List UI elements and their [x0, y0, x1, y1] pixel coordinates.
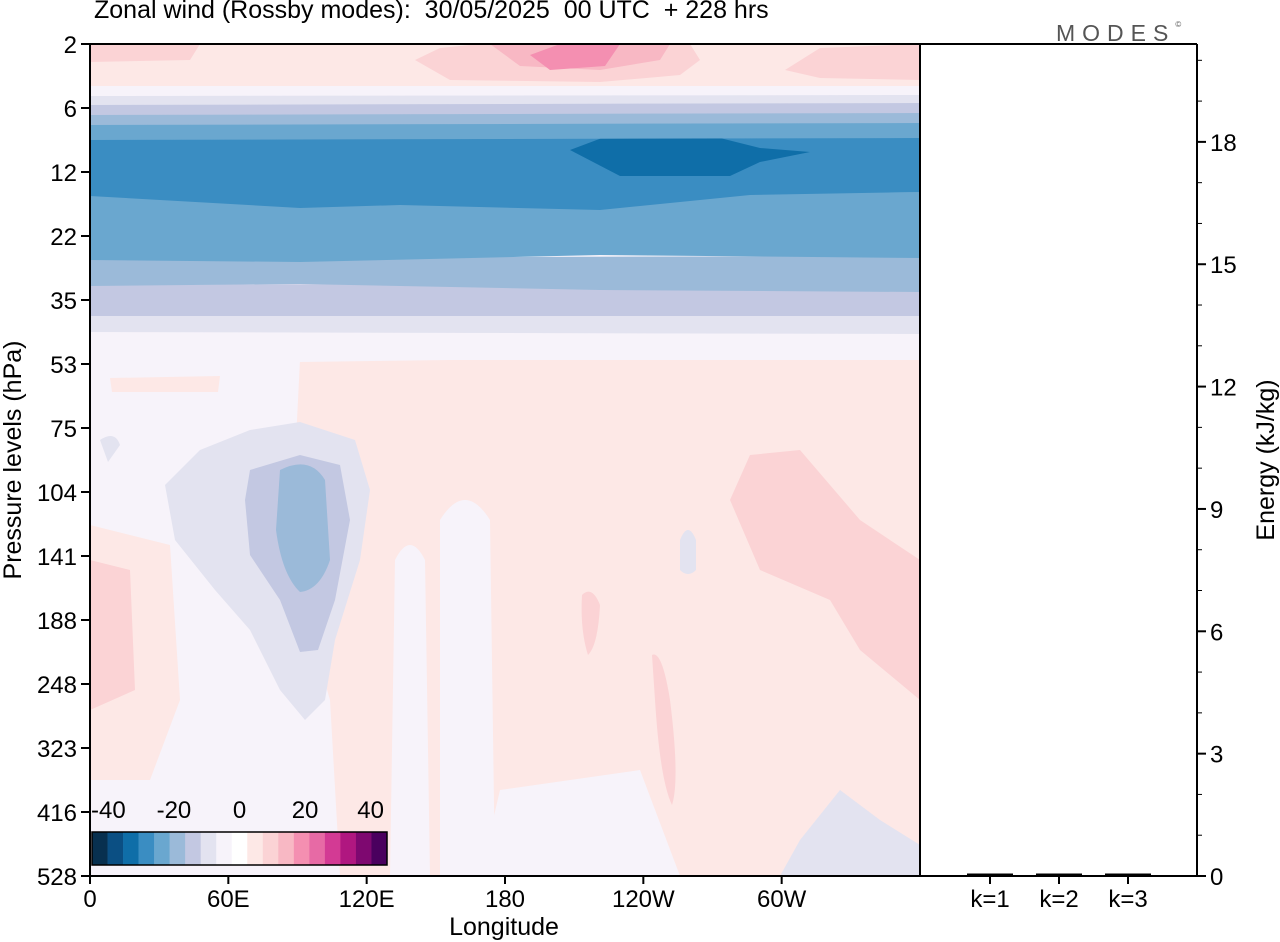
y-tick-label: 188 [37, 608, 77, 635]
y-tick-label: 528 [37, 864, 77, 891]
y-tick-label: 53 [50, 352, 77, 379]
logo-text: MODES [1056, 20, 1176, 46]
y-tick-label: 416 [37, 800, 77, 827]
colorbar-tick-label: -40 [91, 797, 126, 824]
y-axis-ticks: 2 6 12 22 35 53 75 104 141 188 248 323 416 528 [37, 32, 90, 891]
colorbar-frame [91, 831, 388, 866]
modes-logo: MODES© [1056, 20, 1181, 47]
colorbar-swatch [92, 832, 108, 865]
energy-tick-label: 6 [1210, 619, 1223, 646]
energy-tick-label: 12 [1210, 375, 1237, 402]
y-tick-label: 2 [64, 32, 77, 59]
colorbar-swatch [262, 832, 279, 865]
x-axis-label: Longitude [449, 913, 559, 941]
colorbar-tick-label: 0 [233, 797, 246, 824]
y-tick-label: 248 [37, 672, 77, 699]
x-tick-label: 120E [339, 886, 395, 913]
x-tick-label: 0 [83, 886, 96, 913]
y-tick-label: 104 [37, 480, 77, 507]
colorbar: -40 -20 0 20 40 [91, 797, 388, 866]
colorbar-swatch [278, 832, 295, 865]
energy-bar [1036, 873, 1082, 875]
colorbar-swatch [231, 832, 248, 865]
y-tick-label: 141 [37, 544, 77, 571]
colorbar-swatch [216, 832, 233, 865]
colorbar-swatch [169, 832, 186, 865]
y-tick-label: 6 [64, 96, 77, 123]
logo-mark: © [1175, 20, 1182, 29]
colorbar-swatch [200, 832, 217, 865]
y-axis-label: Pressure levels (hPa) [0, 341, 27, 580]
energy-tick-label: 0 [1210, 864, 1223, 891]
y-tick-label: 75 [50, 416, 77, 443]
y-tick-label: 35 [50, 288, 77, 315]
energy-bar [967, 873, 1013, 875]
colorbar-swatch [309, 832, 326, 865]
energy-bars: k=1 k=2 k=3 [967, 873, 1151, 913]
x-tick-label: 60W [757, 886, 807, 913]
colorbar-swatch [138, 832, 155, 865]
page-title: Zonal wind (Rossby modes): 30/05/2025 00… [94, 0, 769, 24]
colorbar-tick-label: -20 [157, 797, 192, 824]
energy-tick-label: 15 [1210, 252, 1237, 279]
energy-tick-label: 18 [1210, 130, 1237, 157]
colorbar-tick-label: 40 [357, 797, 384, 824]
zonal-wind-field [90, 44, 920, 876]
bar-category-label: k=3 [1108, 886, 1147, 913]
energy-axis-ticks: 0 3 6 9 12 15 18 [1197, 59, 1237, 891]
colorbar-swatch [123, 832, 139, 865]
colorbar-swatch [355, 832, 372, 865]
colorbar-tick-label: 20 [292, 797, 319, 824]
x-axis-ticks: 0 60E 120E 180 120W 60W [83, 876, 807, 913]
y-tick-label: 22 [50, 224, 77, 251]
colorbar-swatch [340, 832, 357, 865]
x-tick-label: 120W [612, 886, 675, 913]
energy-tick-label: 3 [1210, 742, 1223, 769]
colorbar-swatch [293, 832, 310, 865]
y-tick-label: 12 [50, 160, 77, 187]
colorbar-swatch [371, 832, 388, 865]
colorbar-swatch [107, 832, 124, 865]
colorbar-swatch [185, 832, 201, 865]
energy-axis-label: Energy (kJ/kg) [1252, 379, 1280, 540]
bar-category-label: k=2 [1039, 886, 1078, 913]
x-tick-label: 180 [485, 886, 525, 913]
y-tick-label: 323 [37, 736, 77, 763]
colorbar-swatch [154, 832, 170, 865]
colorbar-swatch [324, 832, 341, 865]
energy-tick-label: 9 [1210, 497, 1223, 524]
energy-bar [1105, 873, 1151, 875]
colorbar-swatch [247, 832, 264, 865]
bar-category-label: k=1 [970, 886, 1009, 913]
x-tick-label: 60E [207, 886, 250, 913]
